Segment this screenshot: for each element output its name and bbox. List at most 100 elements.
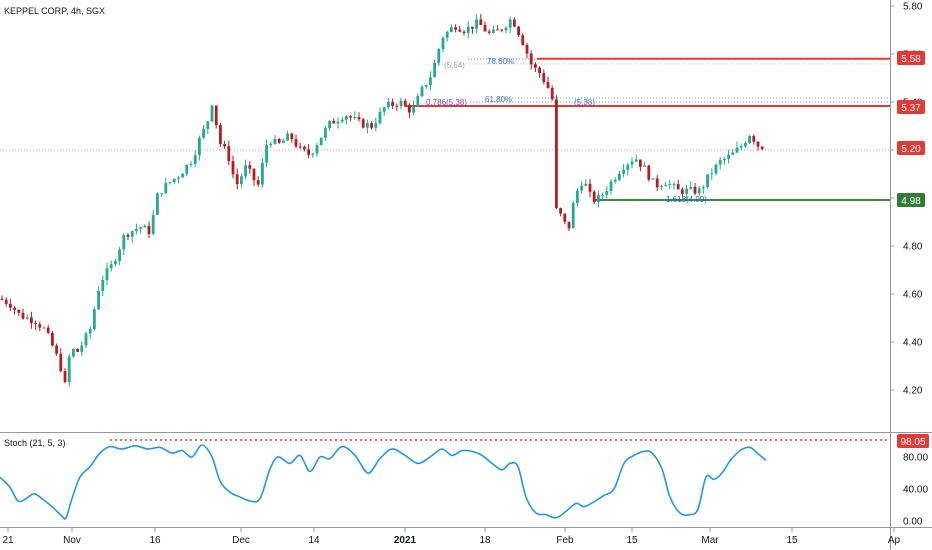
price-tick-label: 4.60 <box>903 290 923 301</box>
candle <box>513 17 516 28</box>
candle <box>25 314 29 320</box>
price-tick-label: 5.80 <box>903 2 923 13</box>
main-pane[interactable] <box>0 0 890 432</box>
candle <box>702 185 705 194</box>
candle <box>105 262 109 286</box>
candle <box>466 21 470 39</box>
candle <box>252 168 256 186</box>
candle <box>160 193 163 197</box>
candle <box>139 226 142 234</box>
candle <box>391 98 394 110</box>
badge-support: 4.98 <box>897 193 925 207</box>
candle <box>706 174 709 190</box>
candle <box>93 306 96 331</box>
candle <box>378 107 382 125</box>
candle <box>567 221 571 231</box>
candle <box>130 230 134 243</box>
price-tick-label: 4.80 <box>903 242 923 253</box>
candle <box>433 59 436 78</box>
stoch-tick-label: 80.00 <box>903 453 928 464</box>
candle <box>689 181 693 191</box>
time-tick-label: Nov <box>63 535 81 546</box>
candle <box>307 143 310 159</box>
candle <box>450 24 453 33</box>
badge-resistance-1: 5.58 <box>897 51 925 65</box>
candle <box>685 185 688 199</box>
candle <box>324 125 327 142</box>
candle <box>454 24 457 33</box>
candle <box>235 168 239 190</box>
candle <box>752 134 756 145</box>
candle <box>303 145 306 152</box>
candle <box>9 298 12 312</box>
candle <box>559 207 562 217</box>
levels <box>0 57 890 201</box>
candle <box>189 161 193 168</box>
candle <box>492 25 495 34</box>
candle <box>273 134 277 145</box>
candle <box>576 187 579 207</box>
candles <box>0 13 764 387</box>
candle <box>605 186 609 199</box>
fib-upper-mid-label: 78.60% <box>487 57 514 66</box>
candle <box>672 182 676 190</box>
candle <box>4 297 8 307</box>
candle <box>269 141 273 148</box>
badge-stoch-level-text: 98.05 <box>900 437 925 448</box>
candle <box>214 105 218 129</box>
candle <box>714 163 718 176</box>
candle <box>580 181 583 194</box>
candle <box>164 177 168 195</box>
candle <box>538 66 541 78</box>
candle <box>261 158 264 188</box>
time-tick-label: 18 <box>479 535 491 546</box>
stoch-axis[interactable]: 80.00 40.00 0.00 <box>903 453 928 528</box>
badge-resistance-1-text: 5.58 <box>901 54 921 65</box>
candle <box>681 187 684 197</box>
candle <box>651 178 655 180</box>
candle <box>315 142 319 157</box>
candle <box>290 132 294 144</box>
badge-current-price-text: 5.20 <box>901 144 921 155</box>
candle <box>143 224 147 228</box>
candle <box>429 71 432 90</box>
time-axis[interactable]: 21 Nov 16 Dec 14 2021 18 Feb 15 Mar 15 Ap <box>2 528 901 546</box>
candle <box>517 25 520 38</box>
candle <box>500 28 504 33</box>
candle <box>521 33 525 46</box>
stoch-tick-label: 40.00 <box>903 485 928 496</box>
candle <box>202 124 205 140</box>
chart-title: KEPPEL CORP, 4h, SGX <box>4 6 105 16</box>
candle <box>412 100 415 116</box>
candle <box>353 111 357 120</box>
candle <box>441 36 445 53</box>
candle <box>748 134 751 144</box>
candle <box>38 321 42 331</box>
candle <box>282 138 285 143</box>
candle <box>727 149 730 164</box>
candle <box>458 25 462 33</box>
candle <box>693 182 697 196</box>
candle <box>366 119 369 134</box>
candle <box>156 192 159 216</box>
candle <box>647 164 651 182</box>
candle <box>349 114 352 122</box>
stoch-pane[interactable] <box>0 433 890 527</box>
candle <box>244 159 247 180</box>
candle <box>609 179 613 195</box>
candle <box>382 106 386 117</box>
candle <box>534 62 537 73</box>
fib-support-label: 1.618(4.99) <box>666 195 707 204</box>
candle <box>597 190 600 208</box>
candle <box>34 320 37 330</box>
candle <box>88 326 92 339</box>
candle <box>21 308 25 320</box>
candle <box>118 246 121 266</box>
candle <box>731 148 735 155</box>
candle <box>744 140 747 148</box>
candle <box>437 48 441 66</box>
candle <box>399 97 403 110</box>
candle <box>630 157 634 169</box>
candle <box>676 179 680 190</box>
